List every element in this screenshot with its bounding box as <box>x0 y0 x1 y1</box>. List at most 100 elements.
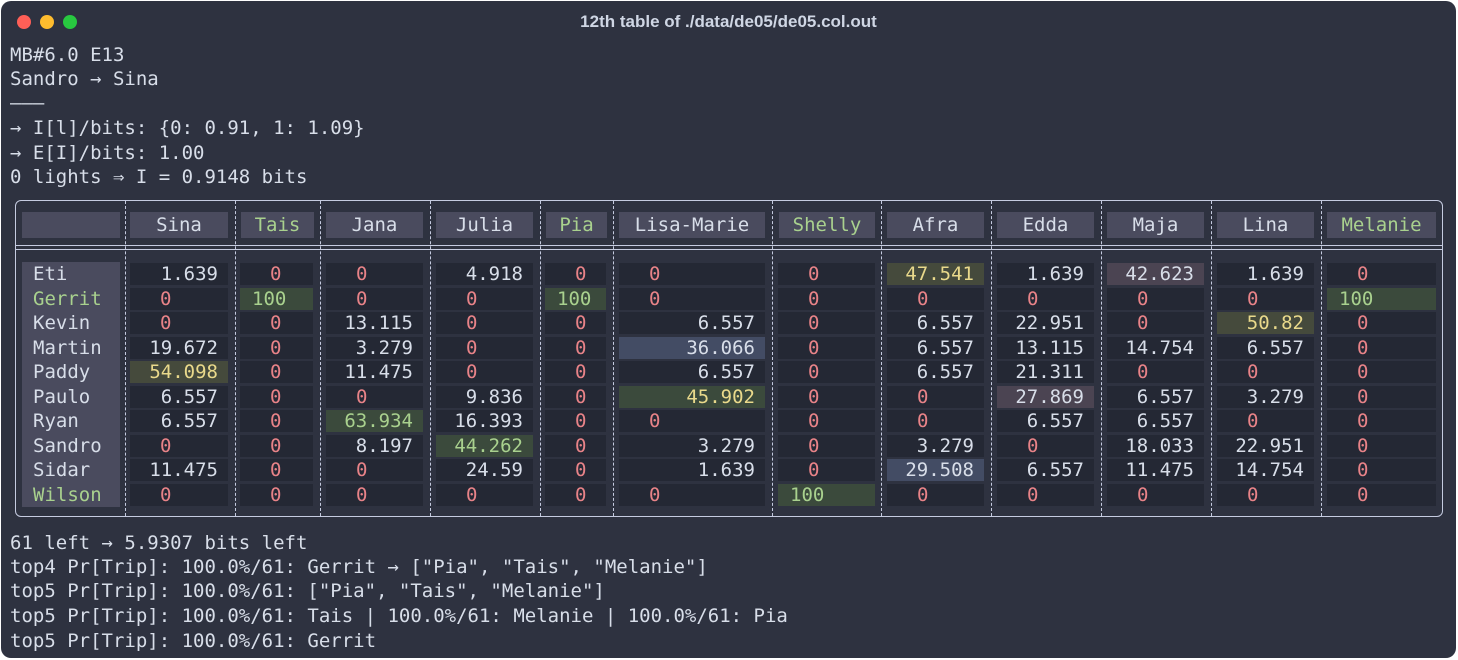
title-bar: 12th table of ./data/de05/de05.col.out <box>1 1 1456 41</box>
column-divider <box>430 201 431 516</box>
table-cell: 0 <box>545 434 606 457</box>
table-cell: 1.639 <box>130 263 228 285</box>
table-cell: 0 <box>545 459 606 481</box>
column-header: Shelly <box>779 212 875 238</box>
table-cell: 50.82 <box>1217 312 1314 334</box>
table-cell: 63.934 <box>326 410 423 432</box>
minimize-window-button[interactable] <box>40 15 54 29</box>
table-cell: 47.541 <box>887 263 984 285</box>
table-cell: 6.557 <box>887 361 984 383</box>
table-cell: 44.262 <box>436 434 533 457</box>
table-cell: 6.557 <box>887 312 984 334</box>
table-cell: 0 <box>1327 459 1436 481</box>
window-title: 12th table of ./data/de05/de05.col.out <box>580 12 877 31</box>
header-corner <box>22 212 120 238</box>
table-cell: 0 <box>545 410 606 432</box>
table-border <box>15 200 1443 517</box>
column-divider <box>1101 201 1102 516</box>
table-cell: 0 <box>436 312 533 334</box>
table-cell: 0 <box>326 459 423 481</box>
top4-line: top4 Pr[Trip]: 100.0%/61: Gerrit → ["Pia… <box>10 556 708 578</box>
table-cell: 22.951 <box>1217 434 1314 457</box>
info-line: → I[l]/bits: {0: 0.91, 1: 1.09} <box>10 117 365 139</box>
expected-info-line: → E[I]/bits: 1.00 <box>10 142 205 164</box>
row-name-column <box>22 262 120 507</box>
table-cell: 0 <box>1327 434 1436 457</box>
table-cell: 0 <box>240 434 313 457</box>
table-cell: 0 <box>545 361 606 383</box>
row-name: Paulo <box>33 385 91 408</box>
table-cell: 0 <box>619 263 765 285</box>
table-cell: 14.754 <box>1217 459 1314 481</box>
maximize-window-button[interactable] <box>63 15 77 29</box>
table-cell: 0 <box>240 410 313 432</box>
table-cell: 0 <box>1107 361 1204 383</box>
table-cell: 0 <box>240 263 313 285</box>
table-cell: 0 <box>130 483 228 506</box>
column-divider <box>1211 201 1212 516</box>
table-cell: 0 <box>778 263 875 285</box>
table-cell: 0 <box>1107 312 1204 334</box>
table-cell: 0 <box>997 434 1094 457</box>
table-cell: 100 <box>1327 287 1436 310</box>
table-cell: 3.279 <box>887 434 984 457</box>
table-cell: 13.115 <box>326 312 423 334</box>
column-header: Julia <box>436 212 533 238</box>
table-cell: 6.557 <box>1107 385 1204 408</box>
table-cell: 4.918 <box>436 263 533 285</box>
table-cell: 0 <box>1107 287 1204 310</box>
table-cell: 0 <box>1217 287 1314 310</box>
table-cell: 21.311 <box>997 361 1094 383</box>
table-cell: 0 <box>778 312 875 334</box>
column-header: Maja <box>1107 212 1204 238</box>
table-cell: 6.557 <box>619 361 765 383</box>
table-cell: 11.475 <box>326 361 423 383</box>
table-cell: 0 <box>1217 361 1314 383</box>
column-header: Melanie <box>1327 212 1436 238</box>
table-cell: 0 <box>326 287 423 310</box>
table-cell: 0 <box>1327 483 1436 506</box>
row-name: Eti <box>33 263 68 285</box>
table-cell: 54.098 <box>130 361 228 383</box>
table-cell: 3.279 <box>326 336 423 359</box>
table-cell: 14.754 <box>1107 336 1204 359</box>
divider-line: ——— <box>10 92 45 114</box>
table-cell: 0 <box>1327 385 1436 408</box>
table-cell: 0 <box>545 263 606 285</box>
header-separator <box>15 245 1443 250</box>
table-cell: 1.639 <box>1217 263 1314 285</box>
table-cell: 0 <box>1327 336 1436 359</box>
table-cell: 9.836 <box>436 385 533 408</box>
table-cell: 0 <box>887 410 984 432</box>
table-cell: 1.639 <box>997 263 1094 285</box>
lights-line: 0 lights ⇒ I = 0.9148 bits <box>10 166 308 188</box>
table-cell: 100 <box>545 287 606 310</box>
table-cell: 0 <box>1327 410 1436 432</box>
table-cell: 18.033 <box>1107 434 1204 457</box>
table-cell: 0 <box>326 263 423 285</box>
close-window-button[interactable] <box>17 15 31 29</box>
row-name: Wilson <box>33 483 102 506</box>
table-cell: 0 <box>1217 483 1314 506</box>
column-header: Lina <box>1217 212 1314 238</box>
table-cell: 0 <box>887 287 984 310</box>
top5-line-1: top5 Pr[Trip]: 100.0%/61: ["Pia", "Tais"… <box>10 580 605 602</box>
table-cell: 27.869 <box>997 385 1094 408</box>
table-cell: 6.557 <box>130 385 228 408</box>
table-cell: 0 <box>240 336 313 359</box>
table-cell: 16.393 <box>436 410 533 432</box>
table-cell: 19.672 <box>130 336 228 359</box>
table-cell: 100 <box>778 483 875 506</box>
table-cell: 0 <box>130 312 228 334</box>
table-cell: 0 <box>545 483 606 506</box>
row-name: Paddy <box>33 361 91 383</box>
table-cell: 42.623 <box>1107 263 1204 285</box>
table-cell: 24.59 <box>436 459 533 481</box>
table-cell: 6.557 <box>619 312 765 334</box>
column-header: Edda <box>997 212 1094 238</box>
table-cell: 0 <box>778 459 875 481</box>
top5-line-2: top5 Pr[Trip]: 100.0%/61: Tais | 100.0%/… <box>10 605 788 627</box>
table-cell: 36.066 <box>619 336 765 359</box>
column-divider <box>125 201 126 516</box>
table-cell: 0 <box>778 434 875 457</box>
